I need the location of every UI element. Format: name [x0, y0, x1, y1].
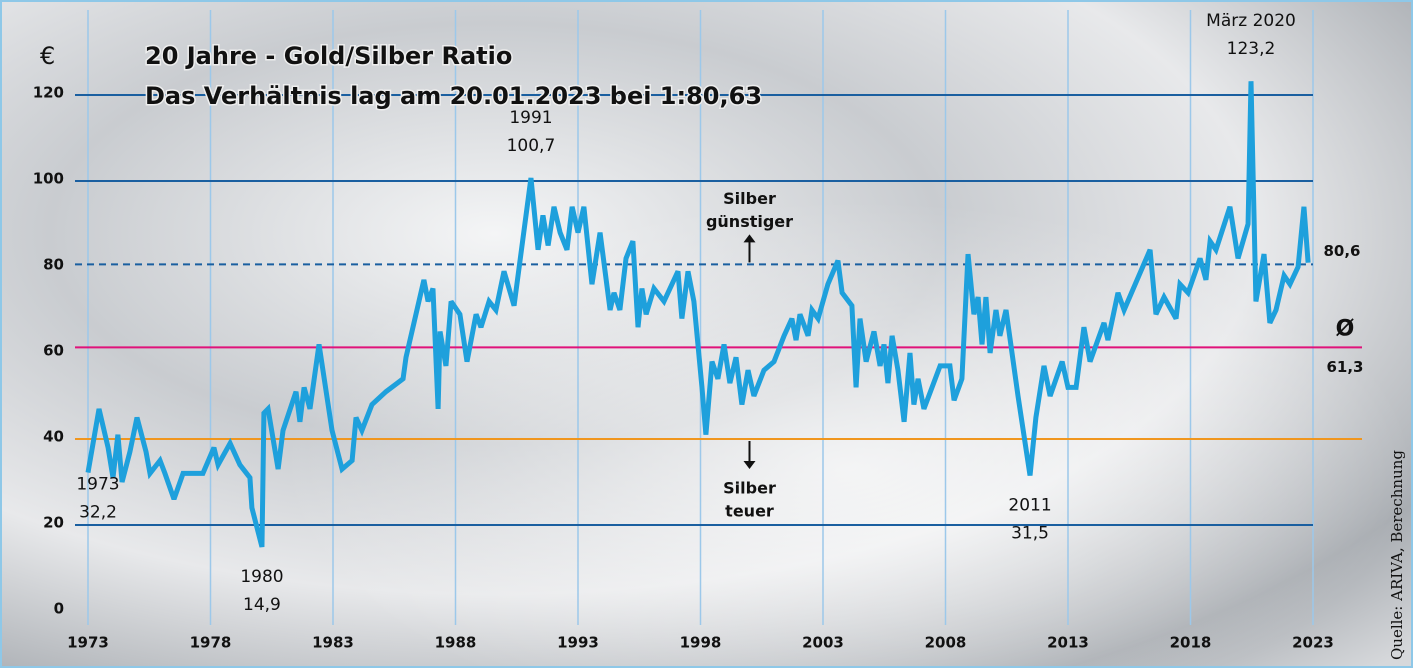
marks: [85, 81, 1311, 548]
annotation-value: 32,2: [79, 503, 117, 523]
y-tick-label: 60: [43, 342, 64, 360]
reference-label: 80,6: [1323, 242, 1360, 260]
grid: [75, 10, 1362, 625]
annotation-label: März 2020: [1206, 11, 1296, 31]
x-tick-label: 1993: [557, 634, 599, 652]
y-unit: €: [40, 42, 55, 70]
note-arrowhead: [743, 461, 756, 469]
annotation-value: 123,2: [1227, 39, 1276, 59]
x-tick-label: 1998: [680, 634, 722, 652]
data-line: [85, 81, 1311, 548]
note-text: teuer: [725, 502, 774, 521]
annotation-value: 14,9: [243, 595, 281, 615]
x-tick-label: 1988: [435, 634, 477, 652]
x-tick-label: 2013: [1047, 634, 1089, 652]
reference-label: 61,3: [1326, 358, 1363, 376]
annotation-label: 1991: [509, 108, 552, 128]
x-tick-label: 2018: [1170, 634, 1212, 652]
note-text: Silber: [723, 479, 776, 498]
source: Quelle: ARIVA, Berechnung: [1388, 450, 1406, 660]
x-tick-label: 1973: [67, 634, 109, 652]
annotation-value: 31,5: [1011, 524, 1049, 544]
x-tick-label: 1983: [312, 634, 354, 652]
note-arrowhead: [743, 234, 756, 243]
x-tick-label: 2003: [802, 634, 844, 652]
chart-title: 20 Jahre - Gold/Silber Ratio: [145, 42, 512, 70]
y-tick-label: 100: [33, 170, 64, 188]
x-tick-label: 2008: [925, 634, 967, 652]
reference-symbol: Ø: [1336, 316, 1355, 341]
annotation-value: 100,7: [507, 136, 556, 156]
y-tick-label: 40: [43, 428, 64, 446]
x-tick-label: 1978: [190, 634, 232, 652]
annotation-label: 1980: [240, 567, 283, 587]
annotation-label: 2011: [1008, 496, 1051, 516]
chart-subtitle: Das Verhältnis lag am 20.01.2023 bei 1:8…: [145, 82, 762, 110]
y-tick-label: 0: [54, 600, 64, 618]
y-tick-label: 120: [33, 84, 64, 102]
x-tick-label: 2023: [1292, 634, 1334, 652]
note-text: günstiger: [706, 212, 793, 231]
y-tick-label: 80: [43, 256, 64, 274]
note-text: Silber: [723, 189, 776, 208]
y-tick-label: 20: [43, 514, 64, 532]
annotation-label: 1973: [76, 475, 119, 495]
